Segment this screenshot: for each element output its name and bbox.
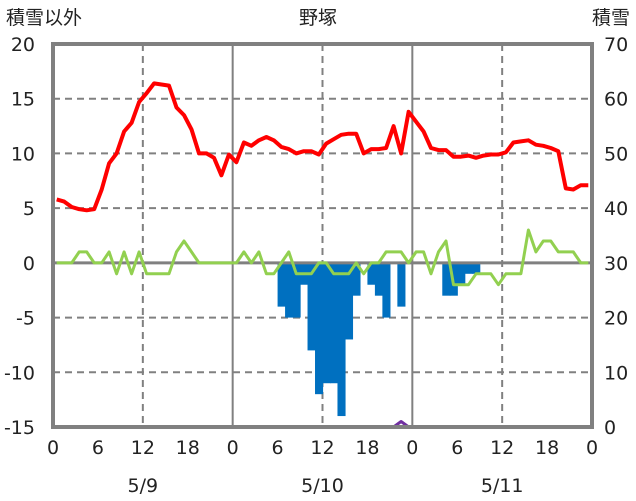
bar: [382, 262, 391, 318]
x-tick-label: 6: [92, 437, 104, 459]
bar: [457, 262, 466, 285]
left-tick-label: 15: [11, 89, 35, 111]
right-tick-label: 30: [604, 253, 628, 275]
x-tick-label: 18: [355, 437, 379, 459]
left-tick-label: -15: [4, 417, 35, 439]
bar: [472, 262, 481, 274]
x-tick-label: 6: [451, 437, 463, 459]
x-tick-label: 18: [535, 437, 559, 459]
left-tick-label: -10: [4, 362, 35, 384]
green-line: [56, 228, 589, 287]
temperature-line: [56, 81, 589, 213]
right-tick-label: 0: [604, 417, 616, 439]
x-tick-label: 6: [272, 437, 284, 459]
right-tick-label: 10: [604, 362, 628, 384]
plot-frame: [51, 42, 594, 429]
bar: [307, 262, 316, 351]
right-tick-label: 20: [604, 308, 628, 330]
right-tick-label: 40: [604, 198, 628, 220]
bar: [337, 262, 346, 417]
x-tick-label: 12: [131, 437, 155, 459]
bar: [285, 262, 294, 318]
left-tick-label: 20: [11, 34, 35, 56]
x-tick-label: 0: [227, 437, 239, 459]
bar: [277, 262, 286, 307]
left-tick-label: -5: [16, 308, 35, 330]
bar: [352, 262, 361, 296]
bar: [292, 262, 301, 318]
bar: [344, 262, 354, 340]
bar: [442, 262, 451, 296]
left-tick-label: 5: [23, 198, 35, 220]
date-label: 5/9: [128, 475, 159, 497]
left-axis-title: 積雪以外: [6, 7, 82, 29]
x-tick-label: 0: [586, 437, 598, 459]
chart-title: 野塚: [299, 7, 337, 29]
right-tick-label: 70: [604, 34, 628, 56]
x-tick-label: 18: [176, 437, 200, 459]
left-tick-label: 10: [11, 143, 35, 165]
date-label: 5/11: [481, 475, 524, 497]
x-tick-label: 0: [47, 437, 59, 459]
x-tick-label: 0: [406, 437, 418, 459]
x-tick-label: 12: [490, 437, 514, 459]
right-axis-title: 積雪: [592, 7, 630, 29]
bar: [374, 262, 383, 296]
bar: [464, 262, 473, 274]
bar: [329, 262, 339, 384]
left-tick-label: 0: [23, 253, 35, 275]
x-tick-label: 12: [310, 437, 334, 459]
date-label: 5/10: [301, 475, 344, 497]
bar: [397, 262, 406, 307]
bar: [367, 262, 376, 285]
right-tick-label: 50: [604, 143, 628, 165]
right-tick-label: 60: [604, 89, 628, 111]
bar: [322, 262, 331, 384]
bar: [315, 262, 324, 395]
